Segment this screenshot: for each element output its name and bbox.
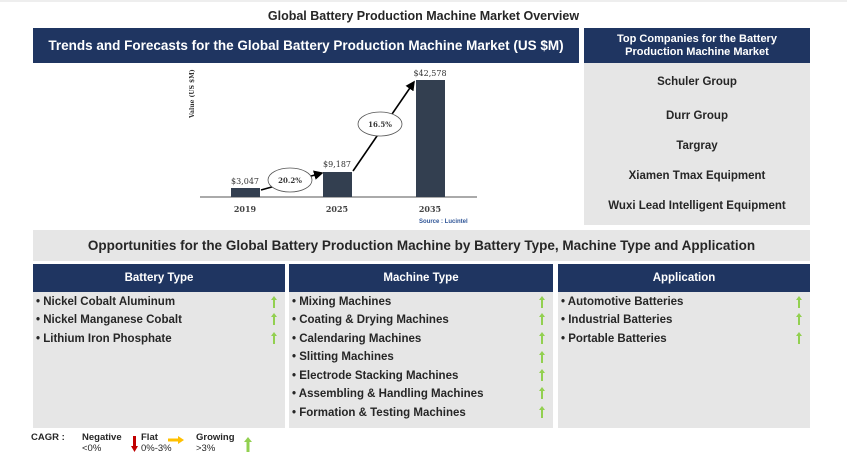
arrow-down-icon [131, 436, 138, 452]
company-item: Schuler Group [657, 76, 737, 88]
company-item: Targray [676, 140, 718, 152]
list-item: • Calendaring Machines [292, 333, 422, 345]
bar-2025 [323, 172, 352, 197]
list-item: • Mixing Machines [292, 296, 392, 308]
legend-growing-range: >3% [196, 443, 216, 454]
companies-list: Schuler Group Durr Group Targray Xiamen … [584, 63, 810, 225]
battery-type-list: • Nickel Cobalt Aluminum • Nickel Mangan… [33, 292, 285, 428]
legend-negative-range: <0% [82, 443, 102, 454]
trend-panel-title: Trends and Forecasts for the Global Batt… [48, 38, 564, 53]
list-item: • Assembling & Handling Machines [292, 388, 484, 400]
x-tick-2019: 2019 [234, 204, 257, 214]
list-item: • Automotive Batteries [561, 296, 684, 308]
chart-canvas: $3,047 $9,187 $42,578 2019 2025 2035 20.… [200, 69, 477, 225]
bar-chart: Value (US $M) $3,047 $9,187 $42,578 2019… [33, 63, 579, 228]
list-item: • Portable Batteries [561, 333, 667, 345]
column-header-application: Application [558, 264, 810, 292]
value-label-2035: $42,578 [413, 69, 446, 78]
top-divider [0, 0, 847, 2]
arrow-up-icon [271, 313, 277, 325]
column-header-machine-type: Machine Type [289, 264, 553, 292]
cagr-label-1: 20.2% [278, 176, 302, 185]
list-item: • Industrial Batteries [561, 314, 673, 326]
legend-flat-name: Flat [141, 432, 158, 443]
arrow-up-icon [796, 313, 802, 325]
companies-panel-header: Top Companies for the Battery Production… [584, 28, 810, 63]
legend-negative-name: Negative [82, 432, 122, 443]
machine-type-list: • Mixing Machines • Coating & Drying Mac… [289, 292, 553, 428]
list-item: • Nickel Manganese Cobalt [36, 314, 182, 326]
source-label: Source : Lucintel [419, 219, 468, 225]
arrow-up-icon [796, 332, 802, 344]
companies-header-line1: Top Companies for the Battery [617, 32, 777, 45]
column-header-label: Machine Type [383, 272, 459, 284]
bar-2019 [231, 188, 260, 197]
arrow-up-icon [539, 296, 545, 308]
arrow-up-icon [244, 437, 252, 452]
legend-growing-name: Growing [196, 432, 235, 443]
x-tick-2025: 2025 [326, 204, 348, 214]
column-header-label: Battery Type [124, 272, 194, 284]
legend-label: CAGR : [31, 432, 65, 443]
list-item: • Coating & Drying Machines [292, 314, 449, 326]
list-item: • Slitting Machines [292, 351, 394, 363]
company-item: Durr Group [666, 110, 728, 122]
company-item: Wuxi Lead Intelligent Equipment [608, 200, 786, 212]
cagr-bubble-2 [357, 111, 403, 137]
opportunities-title-bar: Opportunities for the Global Battery Pro… [33, 230, 810, 261]
cagr-bubble-1 [267, 167, 313, 193]
application-list: • Automotive Batteries • Industrial Batt… [558, 292, 810, 428]
arrow-right-icon [168, 436, 184, 444]
opportunities-title: Opportunities for the Global Battery Pro… [87, 238, 756, 253]
x-tick-2035: 2035 [419, 204, 441, 214]
arrow-up-icon [539, 406, 545, 418]
arrow-up-icon [796, 296, 802, 308]
list-item: • Formation & Testing Machines [292, 407, 466, 419]
companies-header-line2: Production Machine Market [625, 45, 769, 58]
arrow-up-icon [539, 332, 545, 344]
value-label-2019: $3,047 [231, 177, 259, 186]
legend-growing: Growing >3% [196, 432, 235, 454]
legend-negative: Negative <0% [82, 432, 122, 454]
list-item: • Electrode Stacking Machines [292, 370, 459, 382]
bar-2035 [416, 80, 445, 197]
arrow-up-icon [539, 351, 545, 363]
trend-panel-header: Trends and Forecasts for the Global Batt… [33, 28, 579, 63]
company-item: Xiamen Tmax Equipment [628, 170, 766, 182]
arrow-up-icon [539, 369, 545, 381]
arrow-up-icon [271, 296, 277, 308]
column-header-label: Application [652, 272, 716, 284]
page-title: Global Battery Production Machine Market… [267, 9, 580, 23]
cagr-label-2: 16.5% [368, 120, 392, 129]
arrow-up-icon [539, 387, 545, 399]
arrow-up-icon [539, 313, 545, 325]
list-item: • Nickel Cobalt Aluminum [36, 296, 176, 308]
arrow-up-icon [271, 332, 277, 344]
column-header-battery-type: Battery Type [33, 264, 285, 292]
value-label-2025: $9,187 [323, 160, 351, 169]
legend-flat-range: 0%-3% [141, 443, 172, 454]
legend-flat: Flat 0%-3% [141, 432, 172, 454]
list-item: • Lithium Iron Phosphate [36, 333, 172, 345]
